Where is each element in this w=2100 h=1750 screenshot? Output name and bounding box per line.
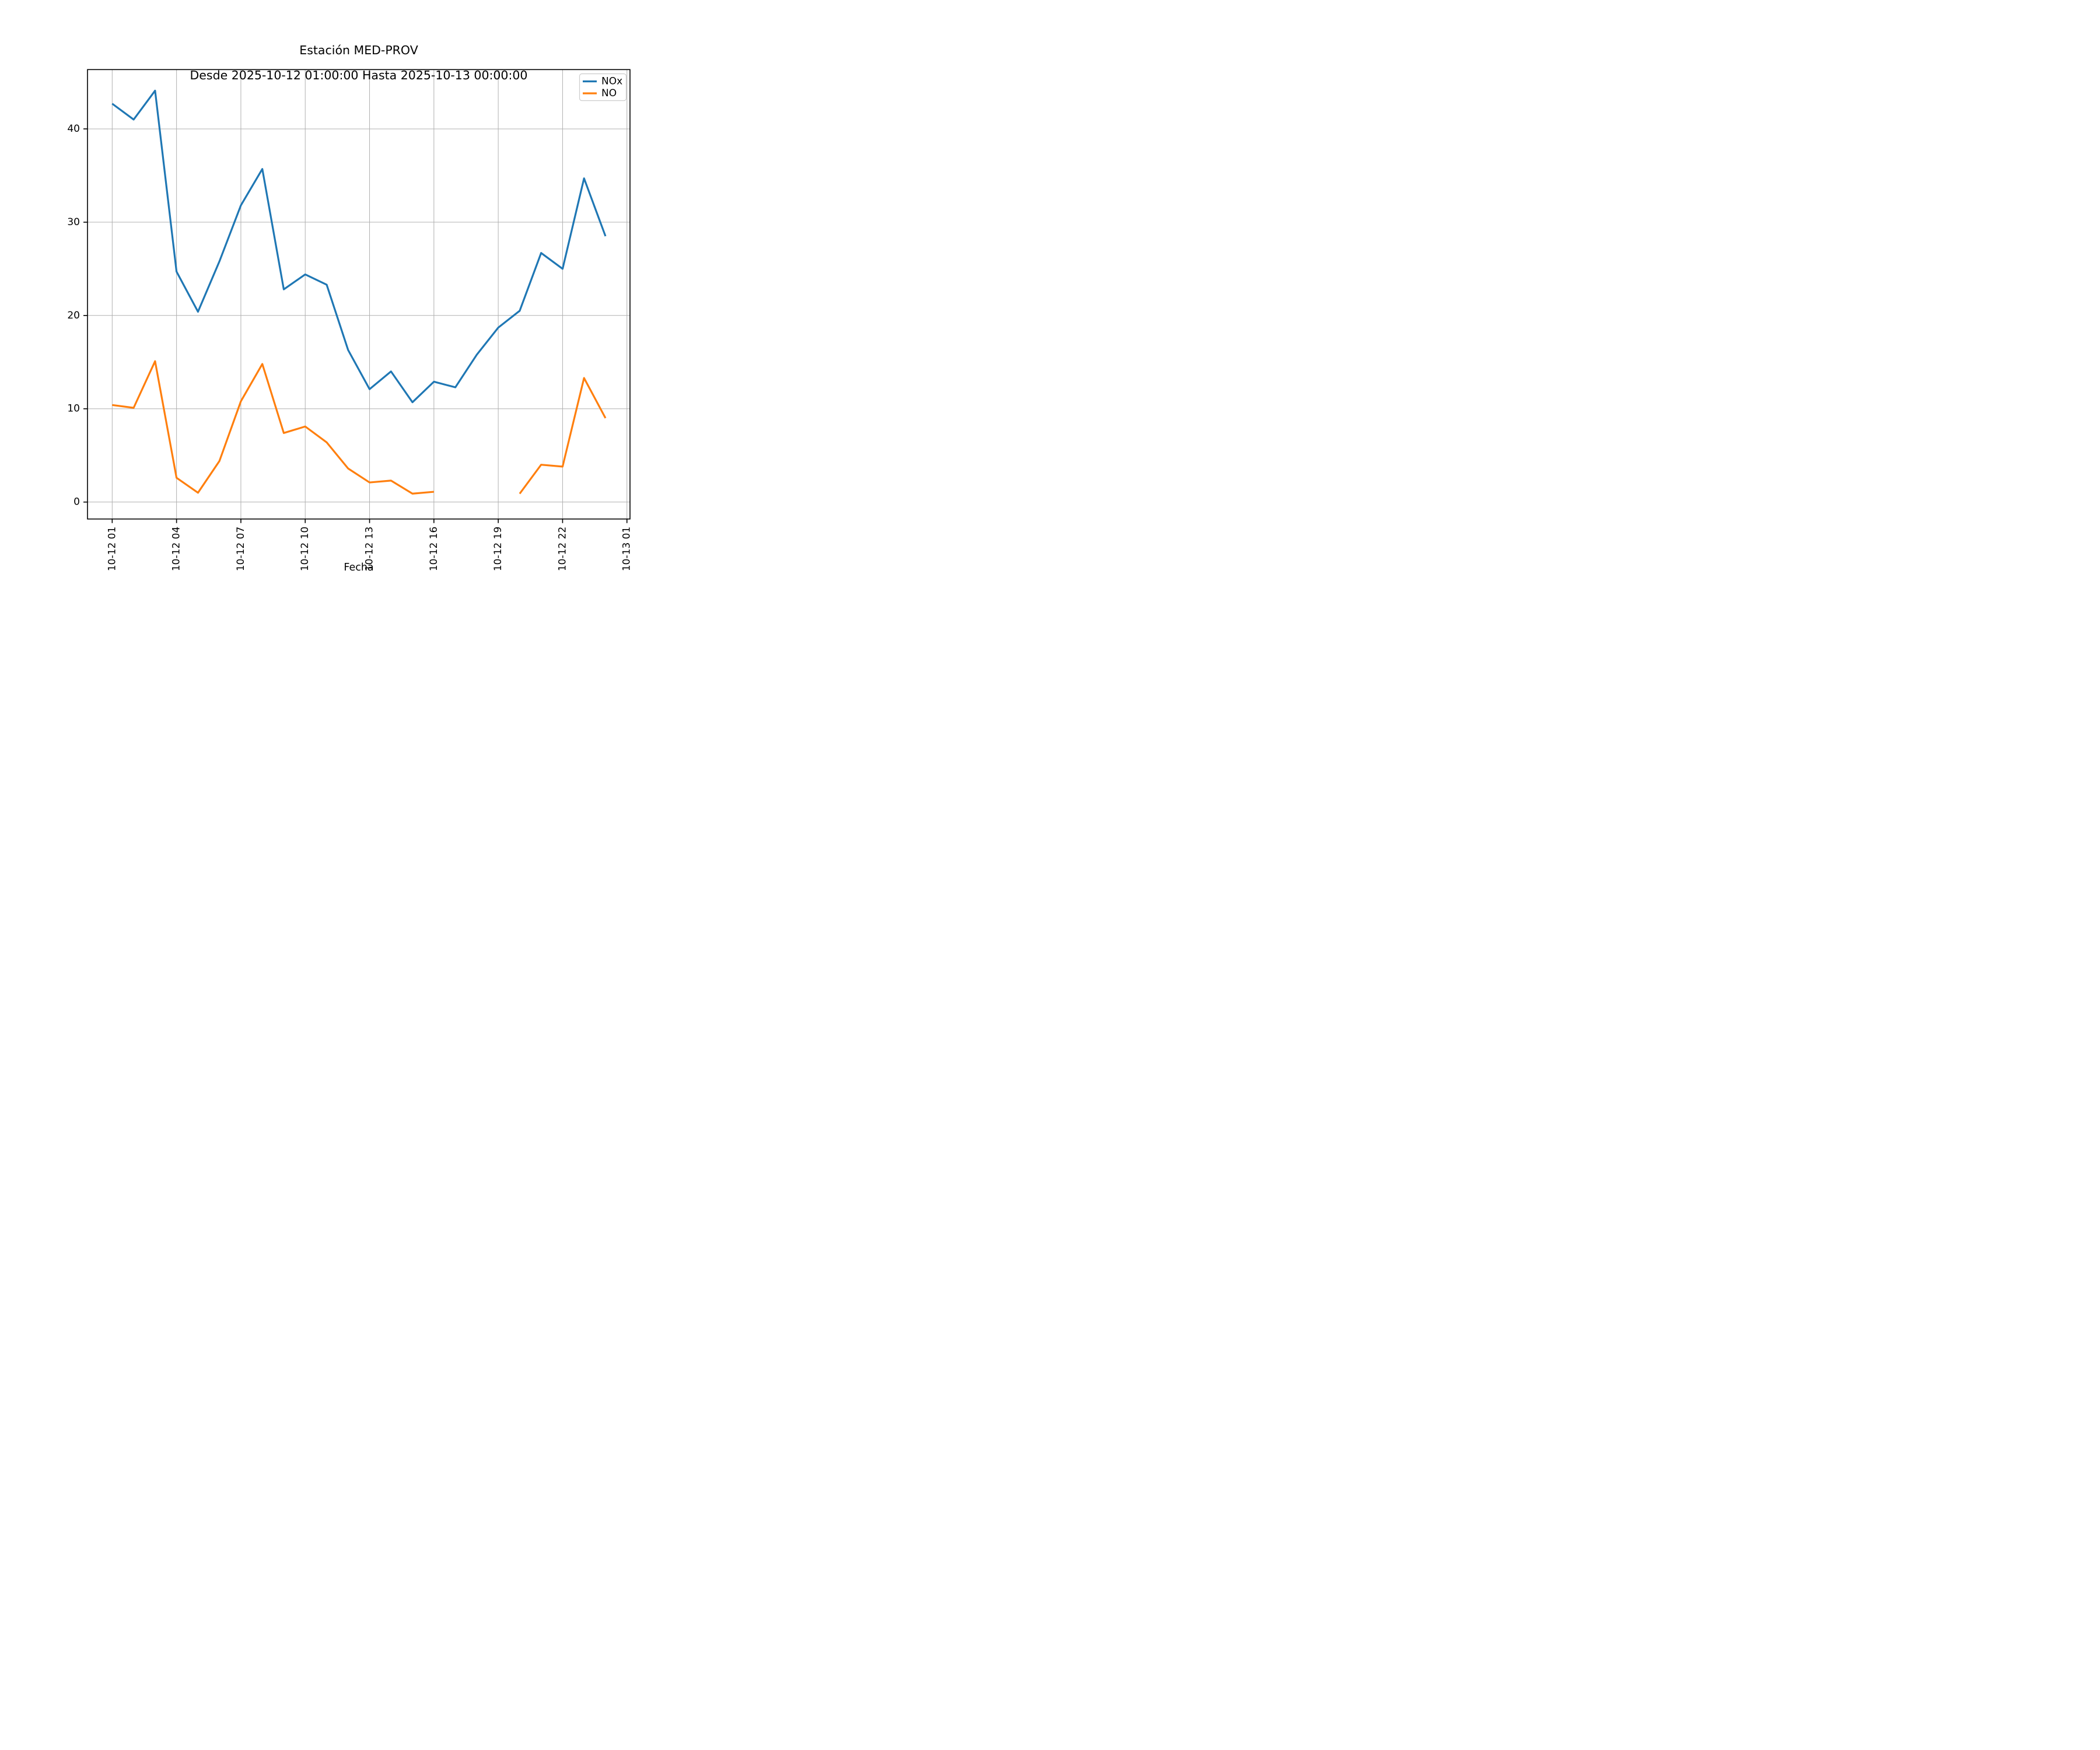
y-tick-label: 0 (74, 496, 80, 508)
x-tick-label: 10-12 04 (171, 527, 183, 571)
legend-label-no: NO (601, 88, 617, 99)
x-tick-label: 10-12 10 (299, 527, 311, 571)
no-line-series (519, 377, 607, 495)
x-tick-label: 10-12 16 (428, 527, 440, 571)
data-series (111, 89, 607, 495)
x-tick-label: 10-12 13 (364, 527, 376, 571)
legend: NOx NO (579, 73, 627, 102)
x-tick-label: 10-12 22 (556, 527, 568, 571)
y-tick-label: 30 (67, 216, 80, 228)
nox-line-series (111, 89, 607, 404)
line-chart: 10-12 01 10-12 04 10-12 07 10-12 10 10-12 13… (67, 43, 632, 573)
x-axis-label: Fecha (344, 562, 373, 573)
chart-subtitle: Desde 2025-10-12 01:00:00 Hasta 2025-10-… (190, 68, 528, 82)
chart-figure: 10-12 01 10-12 04 10-12 07 10-12 10 10-12 13… (0, 0, 700, 583)
x-tick-label: 10-12 01 (106, 527, 118, 571)
y-tick-label: 40 (67, 123, 80, 135)
legend-label-nox: NOx (601, 76, 622, 88)
x-tick-label: 10-12 19 (492, 527, 504, 571)
y-tick-label: 20 (67, 310, 80, 321)
grid-lines (88, 69, 630, 519)
chart-title: Estación MED-PROV (299, 43, 418, 57)
y-tick-label: 10 (67, 403, 80, 415)
axis-ticks (83, 128, 628, 523)
x-tick-label: 10-12 07 (235, 527, 247, 571)
tick-labels: 10-12 01 10-12 04 10-12 07 10-12 10 10-12 13… (67, 123, 632, 571)
no-line-series (112, 360, 434, 495)
x-tick-label: 10-13 01 (621, 527, 633, 571)
plot-border (87, 69, 631, 520)
